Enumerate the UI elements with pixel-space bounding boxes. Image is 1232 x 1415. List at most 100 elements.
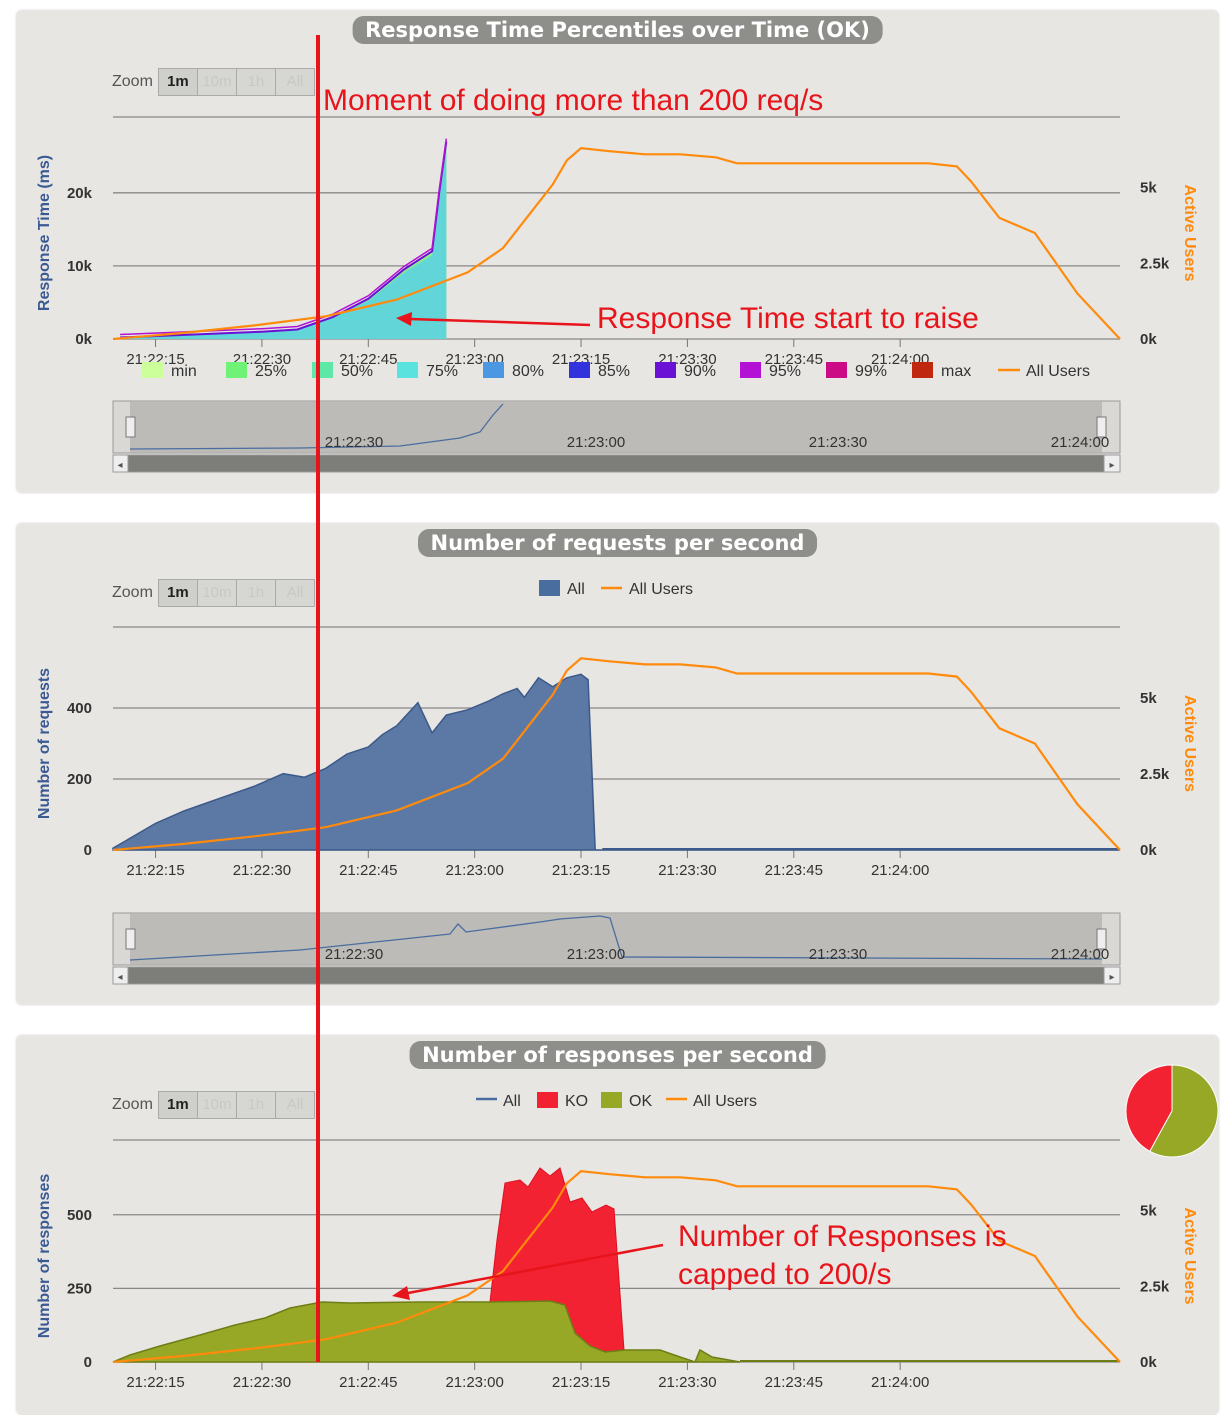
right-tick-label: 2.5k: [1140, 255, 1170, 272]
navigator-tick-label: 21:22:30: [325, 434, 383, 451]
legend-item: 25%: [255, 363, 287, 380]
legend-item: 90%: [684, 363, 716, 380]
legend-swatch: [601, 1092, 622, 1108]
y-tick-label: 20k: [67, 185, 93, 202]
scrollbar-right-arrow: [1103, 454, 1121, 473]
legend-item: max: [941, 363, 971, 380]
y-tick-label: 0k: [75, 331, 92, 348]
scroll-right-icon: ▸: [1109, 972, 1114, 983]
navigator-handle-right: [1096, 928, 1107, 950]
navigator-tick-label: 21:24:00: [1051, 946, 1109, 963]
zoom-label: Zoom: [112, 584, 153, 601]
scrollbar-track: [112, 454, 1121, 473]
legend-item: 99%: [855, 363, 887, 380]
x-tick-label: 21:23:15: [552, 862, 610, 879]
zoom-1m-button[interactable]: 1m: [157, 68, 198, 96]
right-tick-label: 2.5k: [1140, 766, 1170, 783]
x-tick-label: 21:23:30: [658, 1374, 716, 1391]
y2-axis-title: Active Users: [1181, 185, 1198, 282]
legend-swatch: [740, 362, 761, 378]
x-tick-label: 21:22:45: [339, 351, 397, 368]
right-tick-label: 5k: [1140, 1203, 1157, 1220]
panel-title: Number of requests per second: [417, 529, 818, 557]
percentile-95-line: [120, 138, 448, 336]
zoom-all-button[interactable]: All: [274, 1091, 315, 1119]
x-tick-label: 21:22:15: [126, 1374, 184, 1391]
legend-item: All Users: [693, 1093, 757, 1110]
scrollbar-right-arrow: [1103, 966, 1121, 985]
scrollbar-left-arrow: [112, 966, 129, 985]
y-tick-label: 0: [84, 842, 92, 859]
navigator-handle-left: [125, 928, 136, 950]
zoom-all-button[interactable]: All: [274, 68, 315, 96]
annotation-text: capped to 200/s: [678, 1258, 892, 1291]
legend-swatch: [655, 362, 676, 378]
legend-swatch: [312, 362, 333, 378]
annotation-arrow: [409, 317, 591, 327]
navigator-tick-label: 21:23:00: [567, 434, 625, 451]
y-tick-label: 0: [84, 1354, 92, 1371]
navigator-tick-label: 21:24:00: [1051, 434, 1109, 451]
legend-swatch: [537, 1092, 558, 1108]
y-tick-label: 10k: [67, 258, 93, 275]
navigator-handle-right: [1096, 416, 1107, 438]
zoom-1m-button[interactable]: 1m: [157, 579, 198, 607]
legend-item: All Users: [1026, 363, 1090, 380]
x-tick-label: 21:24:00: [871, 862, 929, 879]
scroll-right-icon: ▸: [1109, 460, 1114, 471]
y-tick-label: 200: [67, 771, 92, 788]
zoom-label: Zoom: [112, 73, 153, 90]
y-tick-label: 400: [67, 700, 92, 717]
y-axis-title: Number of requests: [36, 668, 53, 819]
annotation-arrowhead: [396, 312, 412, 326]
scroll-left-icon: ◂: [117, 972, 122, 983]
right-tick-label: 2.5k: [1140, 1278, 1170, 1295]
x-tick-label: 21:23:30: [658, 862, 716, 879]
zoom-controls: Zoom 1m 10m 1h All: [112, 579, 315, 607]
requests-area: [112, 673, 1120, 851]
scrollbar-left-arrow: [112, 454, 129, 473]
zoom-10m-button[interactable]: 10m: [196, 579, 237, 607]
legend-swatch: [826, 362, 847, 378]
zoom-1h-button[interactable]: 1h: [235, 579, 276, 607]
navigator-tick-label: 21:23:30: [809, 434, 867, 451]
x-tick-label: 21:23:15: [552, 351, 610, 368]
navigator-tick-label: 21:23:00: [567, 946, 625, 963]
navigator-tick-label: 21:22:30: [325, 946, 383, 963]
right-tick-label: 5k: [1140, 180, 1157, 197]
right-tick-label: 0k: [1140, 842, 1157, 859]
right-tick-label: 0k: [1140, 331, 1157, 348]
legend-item: All: [503, 1093, 521, 1110]
x-tick-label: 21:23:45: [765, 1374, 823, 1391]
pie-slice-ko: [1125, 1064, 1173, 1152]
y-tick-label: 500: [67, 1207, 92, 1224]
x-tick-label: 21:22:30: [233, 351, 291, 368]
pie-slice-ok: [1149, 1064, 1219, 1158]
zoom-all-button[interactable]: All: [274, 579, 315, 607]
x-tick-label: 21:23:15: [552, 1374, 610, 1391]
legend-swatch: [569, 362, 590, 378]
legend-swatch: [142, 362, 163, 378]
zoom-10m-button[interactable]: 10m: [196, 1091, 237, 1119]
annotation-arrow: [407, 1243, 664, 1295]
annotation-text: Moment of doing more than 200 req/s: [323, 84, 823, 117]
x-tick-label: 21:23:00: [445, 1374, 503, 1391]
x-tick-label: 21:22:30: [233, 1374, 291, 1391]
annotation-text: Number of Responses is: [678, 1220, 1006, 1253]
legend-swatch: [912, 362, 933, 378]
x-tick-label: 21:22:30: [233, 862, 291, 879]
navigator-handle-left: [125, 416, 136, 438]
y-axis-title: Number of responses: [36, 1174, 53, 1339]
navigator-series: [129, 915, 1103, 961]
legend-item: min: [171, 363, 197, 380]
legend-swatch: [483, 362, 504, 378]
legend-item: KO: [565, 1093, 588, 1110]
legend-item: All: [567, 581, 585, 598]
navigator-tick-label: 21:23:30: [809, 946, 867, 963]
legend-item: 95%: [769, 363, 801, 380]
y2-axis-title: Active Users: [1181, 1208, 1198, 1305]
right-tick-label: 5k: [1140, 690, 1157, 707]
zoom-label: Zoom: [112, 1096, 153, 1113]
x-tick-label: 21:22:15: [126, 862, 184, 879]
